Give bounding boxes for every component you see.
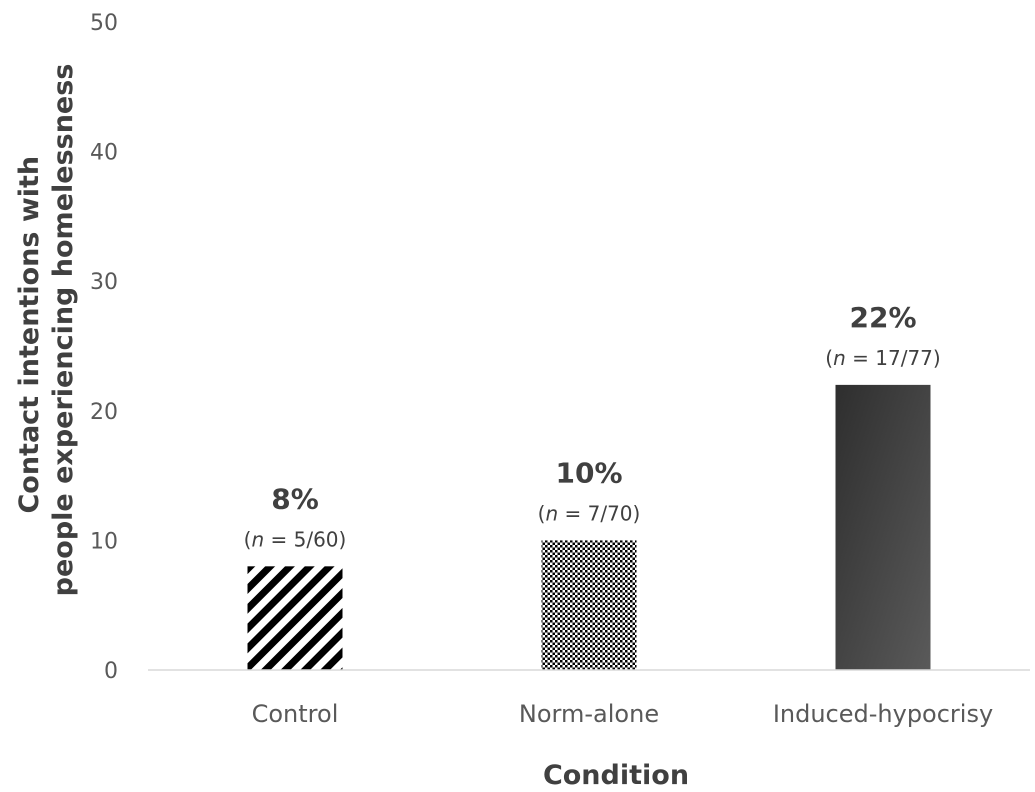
y-tick-label: 10 [90,529,118,554]
n-open-paren: ( [244,527,252,551]
bar-value-label: 22% [849,301,916,334]
y-tick-label: 30 [90,270,118,295]
bar-value-label: 10% [555,456,622,489]
n-count: = 5/60 [264,527,338,551]
bar-control [247,566,343,670]
x-tick-label: Norm-alone [519,700,659,728]
n-close-paren: ) [933,346,941,370]
x-tick-label: Control [252,700,339,728]
y-tick-label: 0 [104,659,118,684]
bar-n-label: (n = 7/70) [538,501,641,525]
n-close-paren: ) [633,501,641,525]
n-symbol: n [251,527,264,551]
bars [247,384,931,670]
y-axis-title: Contact intentions with people experienc… [14,64,79,597]
bar-norm-alone [541,540,637,670]
n-open-paren: ( [825,346,833,370]
y-axis-title-line-2: people experiencing homelessness [48,64,79,597]
bar-induced-hypocrisy [835,384,931,670]
bar-labels: 8%(n = 5/60)10%(n = 7/70)22%(n = 17/77) [244,301,941,551]
n-count: = 17/77 [846,346,933,370]
n-count: = 7/70 [558,501,632,525]
x-tick-label: Induced-hypocrisy [773,700,993,728]
y-tick-label: 20 [90,400,118,425]
y-axis-title-line-1: Contact intentions with [14,156,45,514]
n-symbol: n [545,501,558,525]
bar-value-label: 8% [271,482,319,515]
x-axis-categories: Control Norm-alone Induced-hypocrisy [252,700,994,728]
bar-n-label: (n = 5/60) [244,527,347,551]
n-symbol: n [833,346,846,370]
y-tick-label: 50 [90,11,118,36]
x-axis-title: Condition [543,760,689,791]
n-open-paren: ( [538,501,546,525]
bar-n-label: (n = 17/77) [825,346,940,370]
y-tick-label: 40 [90,141,118,166]
y-axis-ticks: 0 10 20 30 40 50 [90,11,118,684]
n-close-paren: ) [339,527,347,551]
